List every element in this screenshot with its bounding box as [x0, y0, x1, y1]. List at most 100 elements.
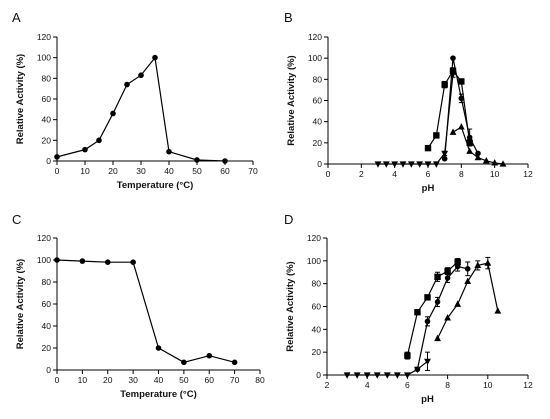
data-point [82, 146, 88, 153]
data-point [414, 366, 421, 374]
data-point [399, 161, 407, 168]
y-tick-label: 20 [42, 343, 52, 353]
data-point [458, 78, 465, 85]
data-point [499, 160, 507, 167]
data-point [466, 147, 474, 154]
y-tick-label: 40 [42, 115, 52, 125]
x-tick-label: 10 [80, 166, 90, 176]
y-tick-label: 40 [42, 321, 52, 331]
panel-letter: C [12, 212, 21, 227]
data-point [393, 372, 401, 379]
x-tick-label: 30 [128, 375, 138, 385]
series-triangle-up [434, 256, 502, 342]
y-tick-label: 120 [307, 233, 321, 243]
data-point [454, 263, 461, 270]
x-tick-label: 4 [365, 380, 370, 390]
data-point [434, 273, 441, 281]
x-tick-label: 8 [459, 169, 464, 179]
data-point [441, 150, 449, 158]
data-point [464, 266, 471, 272]
panel-letter: A [12, 10, 21, 25]
series-triangle-down [374, 70, 457, 168]
series-triangle-down [343, 351, 431, 379]
x-tick-label: 2 [325, 380, 330, 390]
panel-letter: D [284, 212, 293, 227]
data-point [444, 267, 451, 275]
x-tick-label: 10 [483, 380, 493, 390]
x-tick-label: 50 [179, 375, 189, 385]
data-point [96, 137, 102, 144]
y-tick-label: 120 [308, 32, 322, 42]
data-point [382, 161, 390, 168]
y-tick-label: 80 [42, 277, 52, 287]
series-line [416, 265, 468, 370]
y-tick-label: 60 [312, 302, 322, 312]
x-tick-label: 60 [220, 166, 230, 176]
data-point [231, 359, 238, 366]
data-point [449, 128, 457, 135]
data-point [79, 258, 86, 264]
data-point [424, 318, 431, 325]
x-tick-label: 0 [326, 169, 331, 179]
data-point [474, 153, 482, 161]
data-point [416, 161, 424, 168]
series-line [56, 56, 226, 162]
data-point [222, 158, 228, 164]
data-point [374, 161, 382, 168]
data-point [407, 161, 415, 168]
x-tick-label: 30 [136, 166, 146, 176]
y-axis-label: Relative Activity (%) [15, 54, 26, 144]
y-tick-label: 80 [42, 73, 52, 83]
data-point [391, 161, 399, 168]
x-tick-label: 12 [523, 169, 533, 179]
y-tick-label: 0 [316, 370, 321, 380]
series-square [404, 258, 461, 360]
data-point [494, 307, 502, 314]
data-point [424, 161, 432, 168]
y-tick-label: 20 [312, 347, 322, 357]
series-circle [54, 257, 238, 366]
data-point [424, 294, 431, 301]
y-tick-label: 40 [312, 324, 322, 334]
data-point [414, 309, 421, 316]
data-point [458, 95, 465, 102]
series-triangle-up [449, 123, 507, 167]
data-point [373, 372, 381, 379]
y-tick-label: 40 [313, 117, 323, 127]
x-tick-label: 2 [359, 169, 364, 179]
data-point [450, 55, 456, 61]
y-axis-label: Relative Activity (%) [286, 55, 297, 145]
y-tick-label: 100 [307, 256, 321, 266]
data-point [432, 161, 440, 168]
data-point [130, 259, 136, 266]
x-tick-label: 60 [205, 375, 215, 385]
x-tick-label: 10 [78, 375, 88, 385]
x-tick-label: 70 [248, 166, 258, 176]
y-tick-label: 100 [308, 53, 322, 63]
y-axis-label: Relative Activity (%) [285, 261, 296, 351]
x-tick-label: 50 [192, 166, 202, 176]
series-line [56, 259, 235, 363]
y-tick-label: 80 [312, 279, 322, 289]
panel-letter: B [284, 10, 293, 25]
data-point [454, 300, 462, 307]
x-tick-label: 70 [230, 375, 240, 385]
chart-panel-a: A 0 10 20 30 40 50 60 70 0 20 40 60 80 100 120 Temperatu… [12, 10, 258, 191]
data-point [484, 259, 492, 266]
y-axis-label: Relative Activity (%) [15, 259, 26, 349]
data-point [457, 123, 465, 130]
data-point [441, 81, 448, 88]
x-tick-label: 6 [426, 169, 431, 179]
data-point [343, 372, 351, 379]
data-point [424, 144, 432, 152]
chart-panel-c: C 0 10 20 30 40 50 60 70 80 0 20 40 60 80 100 120 Tempera… [12, 212, 265, 400]
data-point [449, 71, 457, 78]
series-line [378, 73, 454, 165]
data-point [181, 359, 187, 366]
data-point [464, 277, 472, 284]
y-tick-label: 60 [42, 94, 52, 104]
x-tick-label: 8 [445, 380, 450, 390]
x-tick-label: 6 [405, 380, 410, 390]
data-point [404, 352, 411, 359]
data-point [104, 259, 111, 266]
